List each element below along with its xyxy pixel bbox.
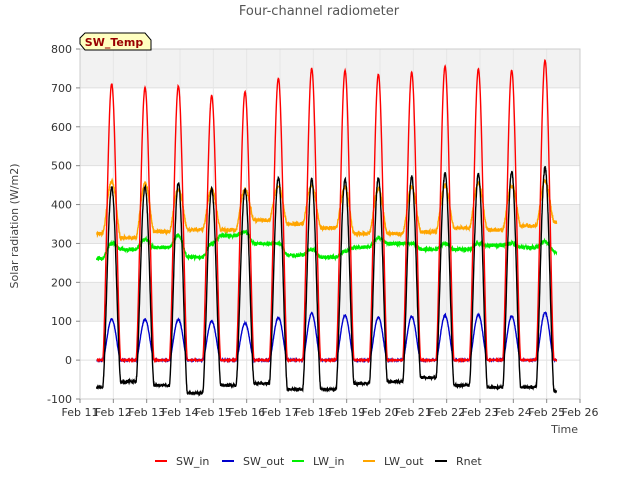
x-tick-label: Feb 14 <box>162 406 199 419</box>
x-tick-label: Feb 17 <box>262 406 299 419</box>
x-tick-label: Feb 22 <box>428 406 465 419</box>
legend-label: LW_out <box>384 455 424 468</box>
annotation-box-shape <box>79 32 152 51</box>
y-tick-label: -100 <box>47 393 72 406</box>
y-tick-label: 100 <box>51 315 72 328</box>
legend-label: Rnet <box>456 455 482 468</box>
x-tick-label: Feb 25 <box>528 406 565 419</box>
annotation-box: SW_Temp <box>79 32 152 51</box>
y-axis-label: Solar radiation (W/m2) <box>8 163 21 288</box>
background-band <box>80 126 580 166</box>
x-axis-label: Time <box>550 423 578 436</box>
x-tick-label: Feb 21 <box>395 406 432 419</box>
background-band <box>80 204 580 244</box>
legend: SW_in SW_out LW_in LW_out Rnet <box>155 455 482 468</box>
series-line-rnet <box>96 166 558 397</box>
x-tick-label: Feb 20 <box>362 406 399 419</box>
y-tick-label: 400 <box>51 199 72 212</box>
background-band <box>80 49 580 88</box>
y-tick-label: 800 <box>51 43 72 56</box>
x-tick-label: Feb 23 <box>462 406 499 419</box>
y-tick-label: 200 <box>51 276 72 289</box>
legend-label: LW_in <box>313 455 345 468</box>
y-tick-label: 500 <box>51 160 72 173</box>
y-tick-label: 700 <box>51 82 72 95</box>
x-tick-label: Feb 18 <box>295 406 332 419</box>
x-tick-label: Feb 26 <box>562 406 599 419</box>
x-tick-label: Feb 15 <box>195 406 232 419</box>
x-tick-label: Feb 12 <box>95 406 132 419</box>
y-axis-ticks: -100 0 100 200 300 400 500 600 700 800 <box>47 43 80 406</box>
plot-frame <box>79 48 581 400</box>
x-tick-label: Feb 16 <box>228 406 265 419</box>
background-bands <box>80 49 580 322</box>
y-tick-label: 600 <box>51 121 72 134</box>
x-tick-label: Feb 13 <box>128 406 165 419</box>
y-tick-label: 300 <box>51 237 72 250</box>
legend-label: SW_in <box>176 455 209 468</box>
background-band <box>80 282 580 322</box>
chart-title: Four-channel radiometer <box>239 4 400 19</box>
x-tick-label: Feb 11 <box>62 406 99 419</box>
series-lines <box>96 59 558 397</box>
x-tick-label: Feb 24 <box>495 406 532 419</box>
y-tick-label: 0 <box>65 354 72 367</box>
series-line-sw-in <box>96 59 558 364</box>
legend-label: SW_out <box>243 455 285 468</box>
annotation-label: SW_Temp <box>85 36 144 49</box>
x-tick-label: Feb 19 <box>328 406 365 419</box>
